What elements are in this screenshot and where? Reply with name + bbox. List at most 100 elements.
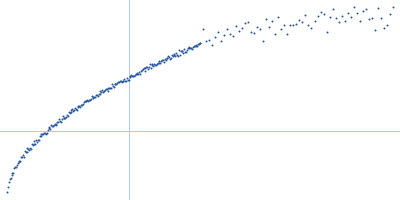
Point [42, 132, 48, 135]
Point [54, 120, 60, 123]
Point [60, 116, 67, 120]
Point [101, 90, 107, 93]
Point [175, 54, 181, 58]
Point [5, 185, 11, 188]
Point [39, 132, 46, 135]
Point [130, 75, 136, 78]
Point [41, 131, 47, 134]
Point [191, 44, 197, 47]
Point [6, 181, 12, 184]
Point [140, 67, 146, 70]
Point [58, 120, 64, 123]
Point [299, 20, 306, 24]
Point [184, 48, 190, 52]
Point [302, 14, 309, 17]
Point [168, 57, 174, 60]
Point [139, 68, 145, 71]
Point [30, 143, 36, 147]
Point [192, 43, 199, 47]
Point [185, 47, 192, 50]
Point [284, 32, 290, 36]
Point [320, 13, 327, 16]
Point [10, 172, 16, 175]
Point [263, 17, 270, 20]
Point [55, 120, 62, 123]
Point [24, 146, 30, 149]
Point [100, 91, 106, 94]
Point [63, 115, 69, 118]
Point [51, 123, 57, 126]
Point [189, 47, 195, 50]
Point [13, 165, 19, 169]
Point [153, 63, 159, 66]
Point [73, 107, 79, 111]
Point [85, 99, 91, 102]
Point [172, 54, 178, 57]
Point [206, 39, 212, 42]
Point [176, 53, 183, 57]
Point [203, 40, 209, 43]
Point [366, 17, 372, 20]
Point [182, 50, 188, 54]
Point [162, 58, 169, 61]
Point [76, 104, 82, 107]
Point [257, 28, 264, 31]
Point [36, 138, 42, 141]
Point [137, 72, 143, 75]
Point [131, 75, 137, 78]
Point [96, 93, 103, 96]
Point [160, 58, 166, 61]
Point [68, 108, 75, 112]
Point [221, 34, 227, 37]
Point [8, 177, 14, 180]
Point [117, 79, 123, 83]
Point [378, 16, 384, 19]
Point [48, 123, 54, 126]
Point [87, 99, 93, 102]
Point [224, 28, 230, 31]
Point [180, 52, 186, 55]
Point [384, 24, 390, 27]
Point [128, 74, 134, 77]
Point [109, 83, 115, 86]
Point [171, 53, 178, 56]
Point [77, 105, 84, 109]
Point [311, 19, 318, 23]
Point [151, 62, 158, 65]
Point [317, 10, 324, 13]
Point [36, 134, 43, 137]
Point [242, 21, 248, 24]
Point [33, 139, 40, 142]
Point [233, 24, 239, 27]
Point [99, 88, 106, 92]
Point [197, 41, 203, 44]
Point [22, 151, 29, 154]
Point [56, 118, 62, 121]
Point [326, 15, 333, 18]
Point [38, 133, 44, 136]
Point [181, 48, 187, 51]
Point [190, 46, 196, 49]
Point [162, 57, 168, 60]
Point [163, 57, 170, 60]
Point [167, 58, 173, 61]
Point [110, 85, 116, 88]
Point [272, 32, 278, 36]
Point [147, 63, 153, 66]
Point [40, 133, 46, 136]
Point [90, 96, 97, 99]
Point [118, 80, 125, 84]
Point [126, 78, 132, 81]
Point [127, 76, 134, 79]
Point [65, 114, 71, 117]
Point [106, 86, 112, 90]
Point [150, 64, 156, 67]
Point [332, 16, 339, 20]
Point [254, 25, 260, 28]
Point [209, 43, 215, 47]
Point [195, 43, 202, 46]
Point [44, 132, 50, 135]
Point [354, 11, 360, 14]
Point [173, 51, 180, 54]
Point [248, 30, 254, 34]
